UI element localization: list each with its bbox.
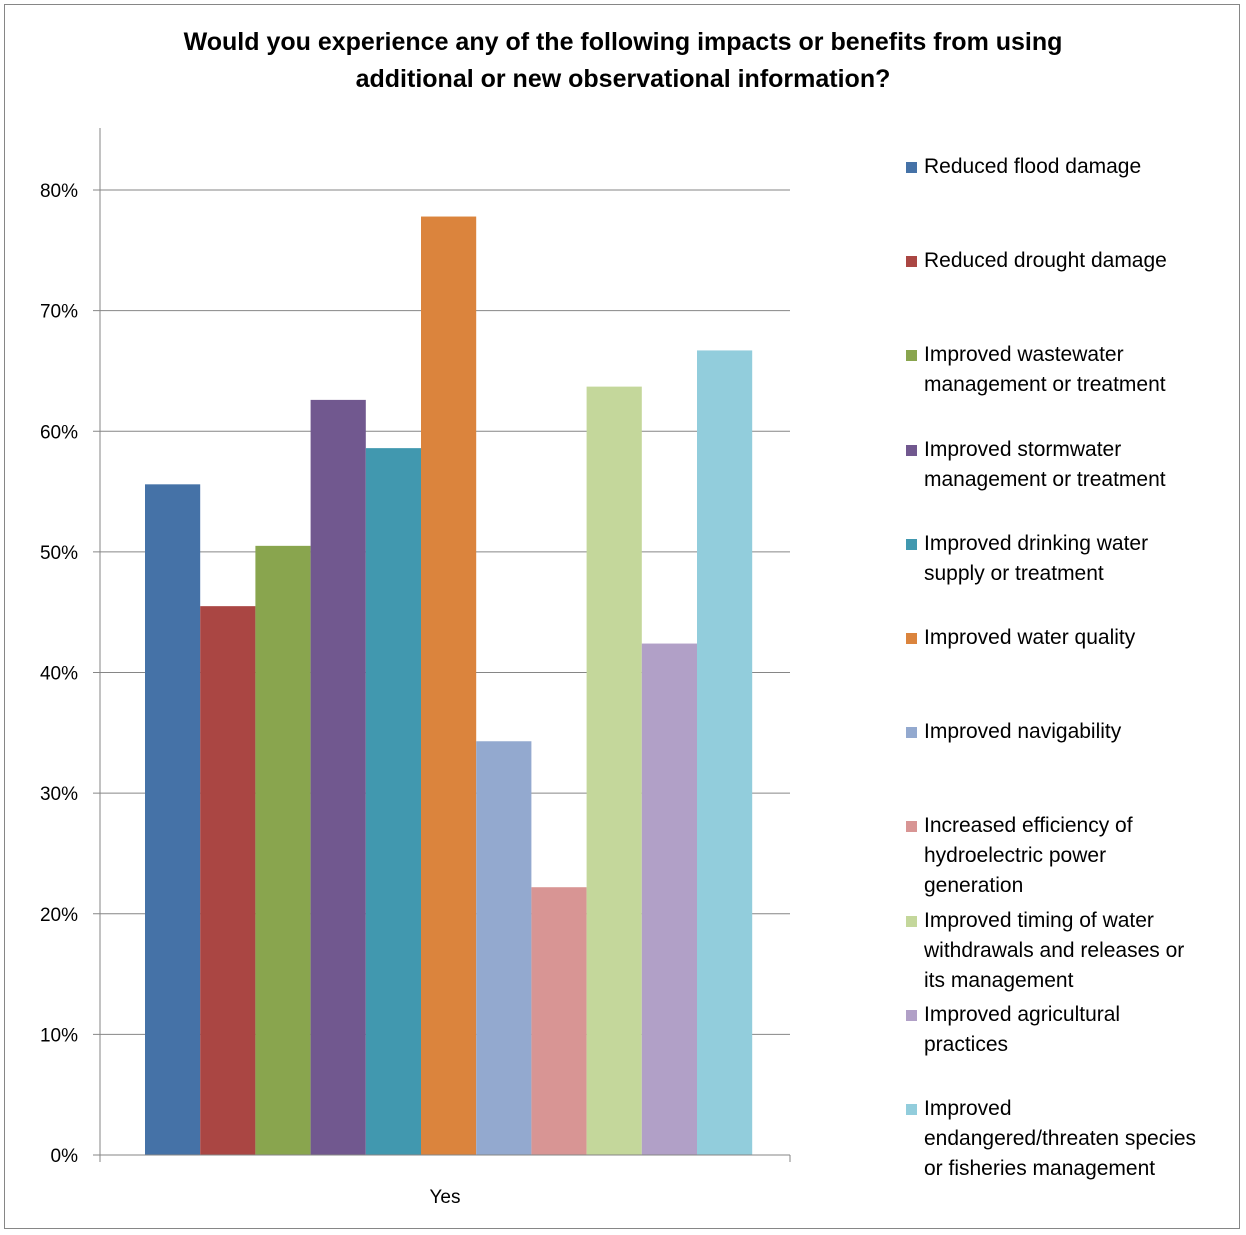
bar [255,545,311,1155]
bar [310,399,366,1155]
x-tick-label: Yes [430,1187,461,1208]
y-tick-label: 80% [40,181,78,202]
legend-item: Improved navigability [906,717,1121,747]
legend-swatch [906,256,917,268]
legend-label: Improved timing of water withdrawals and… [924,908,1185,992]
legend-label: Increased efficiency of hydroelectric po… [924,814,1133,898]
bar [421,216,477,1156]
legend-item: Improved agricultural practices [906,1000,1120,1060]
bar [200,606,256,1155]
y-tick-label: 10% [40,1025,78,1046]
chart-title-line-1: Would you experience any of the followin… [183,28,1063,56]
legend-swatch [906,727,917,739]
bar [586,386,642,1155]
y-tick-label: 0% [51,1146,79,1167]
bar [531,887,587,1155]
bar [365,448,421,1155]
chart-frame [4,4,1240,1229]
legend-swatch [906,444,917,456]
y-tick-label: 70% [40,302,78,323]
legend-label: Improved agricultural practices [924,1002,1121,1056]
legend-item: Increased efficiency of hydroelectric po… [906,811,1133,901]
legend-item: Improved water quality [906,623,1135,653]
bars [145,216,753,1156]
axes [99,128,791,1162]
legend-swatch [906,1104,917,1115]
legend-label: Improved drinking water supply or treatm… [924,531,1149,585]
legend-label: Improved navigability [924,720,1122,744]
bar [476,741,532,1155]
legend-swatch [906,821,917,833]
legend-item: Improved timing of water withdrawals and… [906,906,1184,996]
y-tick-label: 50% [40,543,78,564]
y-tick-label: 40% [40,664,78,685]
chart-title: Would you experience any of the followin… [0,24,1246,98]
legend-item: Improved stormwater management or treatm… [906,435,1166,495]
legend-item: Reduced drought damage [906,246,1167,276]
legend-item: Improved drinking water supply or treatm… [906,529,1148,589]
legend-swatch [906,162,917,173]
chart-title-line-2: additional or new observational informat… [355,65,891,93]
legend-label: Improved wastewater management or treatm… [924,343,1166,397]
legend-item: Reduced flood damage [906,152,1141,182]
bar [145,484,201,1155]
y-axis-ticks: 0% 10% 20% 30% 40% 50% 60% 70% 80% [40,181,100,1167]
legend-label: Improved stormwater management or treatm… [924,437,1166,491]
legend-swatch [906,538,917,550]
legend-swatch [906,1009,917,1021]
legend-item: Improved endangered/threaten species or … [906,1094,1196,1184]
bar [641,643,697,1155]
legend-swatch [906,350,917,362]
legend-label: Improved water quality [924,626,1136,649]
legend-swatch [906,915,917,927]
legend-label: Reduced drought damage [924,249,1167,273]
x-axis-ticks: Yes [430,1187,461,1208]
legend-item: Improved wastewater management or treatm… [906,340,1166,400]
y-tick-label: 60% [40,422,78,443]
y-tick-label: 30% [40,784,78,805]
legend-label: Improved endangered/threaten species or … [924,1097,1197,1180]
legend-swatch [906,633,917,644]
bar [697,350,753,1155]
legend-label: Reduced flood damage [924,155,1142,178]
y-tick-label: 20% [40,905,78,926]
